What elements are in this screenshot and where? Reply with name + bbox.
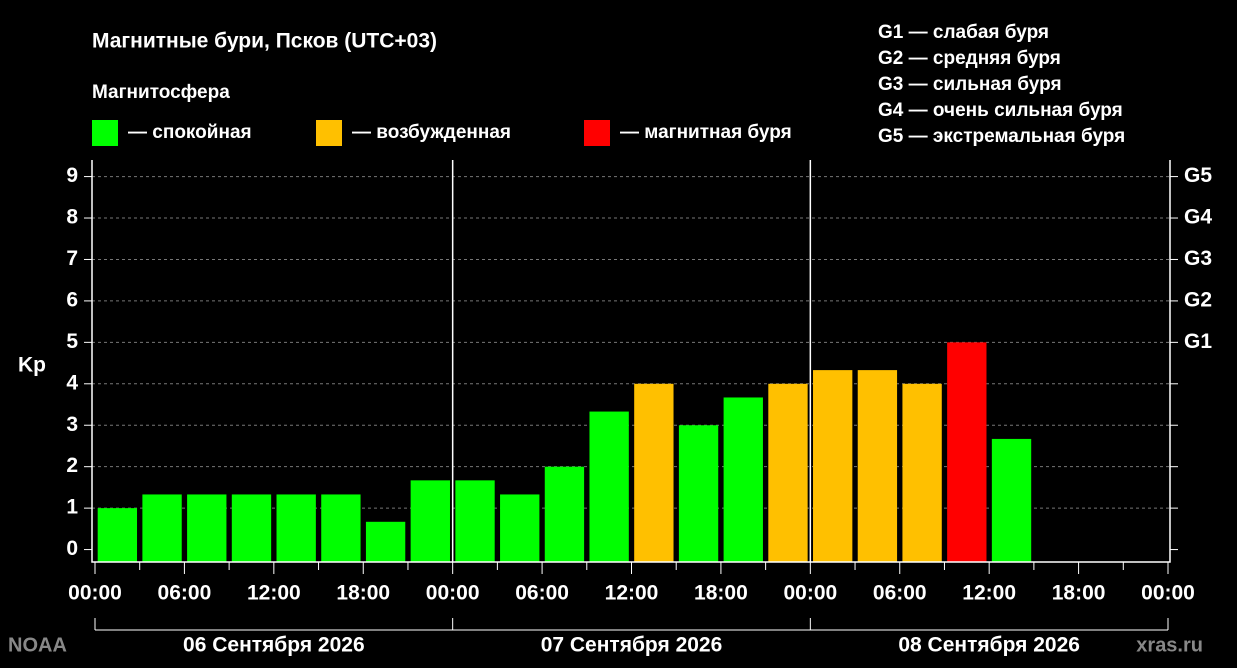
y-tick-label: 7: [66, 247, 78, 270]
x-tick-label: 12:00: [962, 582, 1016, 605]
legend-swatch: [316, 120, 342, 146]
bar: [768, 383, 808, 562]
y-tick-label: 9: [66, 164, 78, 187]
y-tick-label: 8: [66, 206, 78, 229]
storm-scale-label: G4 — очень сильная буря: [878, 100, 1123, 121]
x-tick-label: 18:00: [694, 582, 748, 605]
bar: [723, 397, 763, 562]
x-tick-label: 06:00: [873, 582, 927, 605]
chart-title: Магнитные бури, Псков (UTC+03): [92, 30, 437, 53]
bar: [455, 480, 495, 562]
legend-swatch: [92, 120, 118, 146]
bar: [589, 411, 629, 562]
y-tick-label: 0: [66, 537, 78, 560]
legend-swatch: [584, 120, 610, 146]
x-tick-label: 00:00: [783, 582, 837, 605]
bar: [991, 438, 1032, 562]
day-label: 08 Сентября 2026: [898, 634, 1080, 657]
y-tick-label: 4: [66, 371, 78, 394]
x-tick-label: 00:00: [426, 582, 480, 605]
bar: [544, 466, 585, 562]
y-tick-label: 2: [66, 454, 78, 477]
bar: [500, 494, 540, 562]
y-tick-label: 6: [66, 288, 78, 311]
x-tick-label: 06:00: [515, 582, 569, 605]
bar: [231, 494, 272, 562]
legend-label: — спокойная: [128, 122, 252, 143]
y2-tick-label: G3: [1184, 247, 1212, 270]
day-label: 06 Сентября 2026: [183, 634, 365, 657]
y2-tick-label: G1: [1184, 330, 1212, 353]
bar: [813, 370, 853, 562]
day-label: 07 Сентября 2026: [541, 634, 723, 657]
storm-scale-label: G1 — слабая буря: [878, 22, 1049, 43]
bar: [276, 494, 316, 562]
y2-tick-label: G2: [1184, 288, 1212, 311]
y-tick-label: 3: [66, 413, 78, 436]
bar: [902, 383, 942, 562]
source-right: xras.ru: [1136, 634, 1203, 656]
bar: [187, 494, 227, 562]
bar: [857, 370, 898, 562]
storm-scale-label: G5 — экстремальная буря: [878, 126, 1125, 147]
y-tick-label: 5: [66, 330, 78, 353]
bar: [142, 494, 182, 562]
x-tick-label: 00:00: [68, 582, 122, 605]
storm-scale-label: G3 — сильная буря: [878, 74, 1062, 95]
y2-tick-label: G5: [1184, 164, 1212, 187]
x-tick-label: 12:00: [605, 582, 659, 605]
y-axis-label: Kp: [18, 354, 46, 377]
bar: [97, 508, 138, 562]
legend-title: Магнитосфера: [92, 82, 230, 103]
bar: [321, 494, 361, 562]
bar: [634, 383, 674, 562]
bar: [410, 480, 450, 562]
bar: [947, 342, 987, 562]
y-tick-label: 1: [66, 496, 78, 519]
legend-label: — магнитная буря: [620, 122, 792, 143]
x-tick-label: 12:00: [247, 582, 301, 605]
x-tick-label: 18:00: [1052, 582, 1106, 605]
source-left: NOAA: [8, 634, 67, 656]
x-tick-label: 00:00: [1141, 582, 1195, 605]
x-tick-label: 18:00: [336, 582, 390, 605]
bar: [365, 521, 406, 562]
y2-tick-label: G4: [1184, 206, 1212, 229]
x-tick-label: 06:00: [158, 582, 212, 605]
storm-scale-label: G2 — средняя буря: [878, 48, 1061, 69]
legend-label: — возбужденная: [352, 122, 511, 143]
bar: [678, 425, 719, 562]
